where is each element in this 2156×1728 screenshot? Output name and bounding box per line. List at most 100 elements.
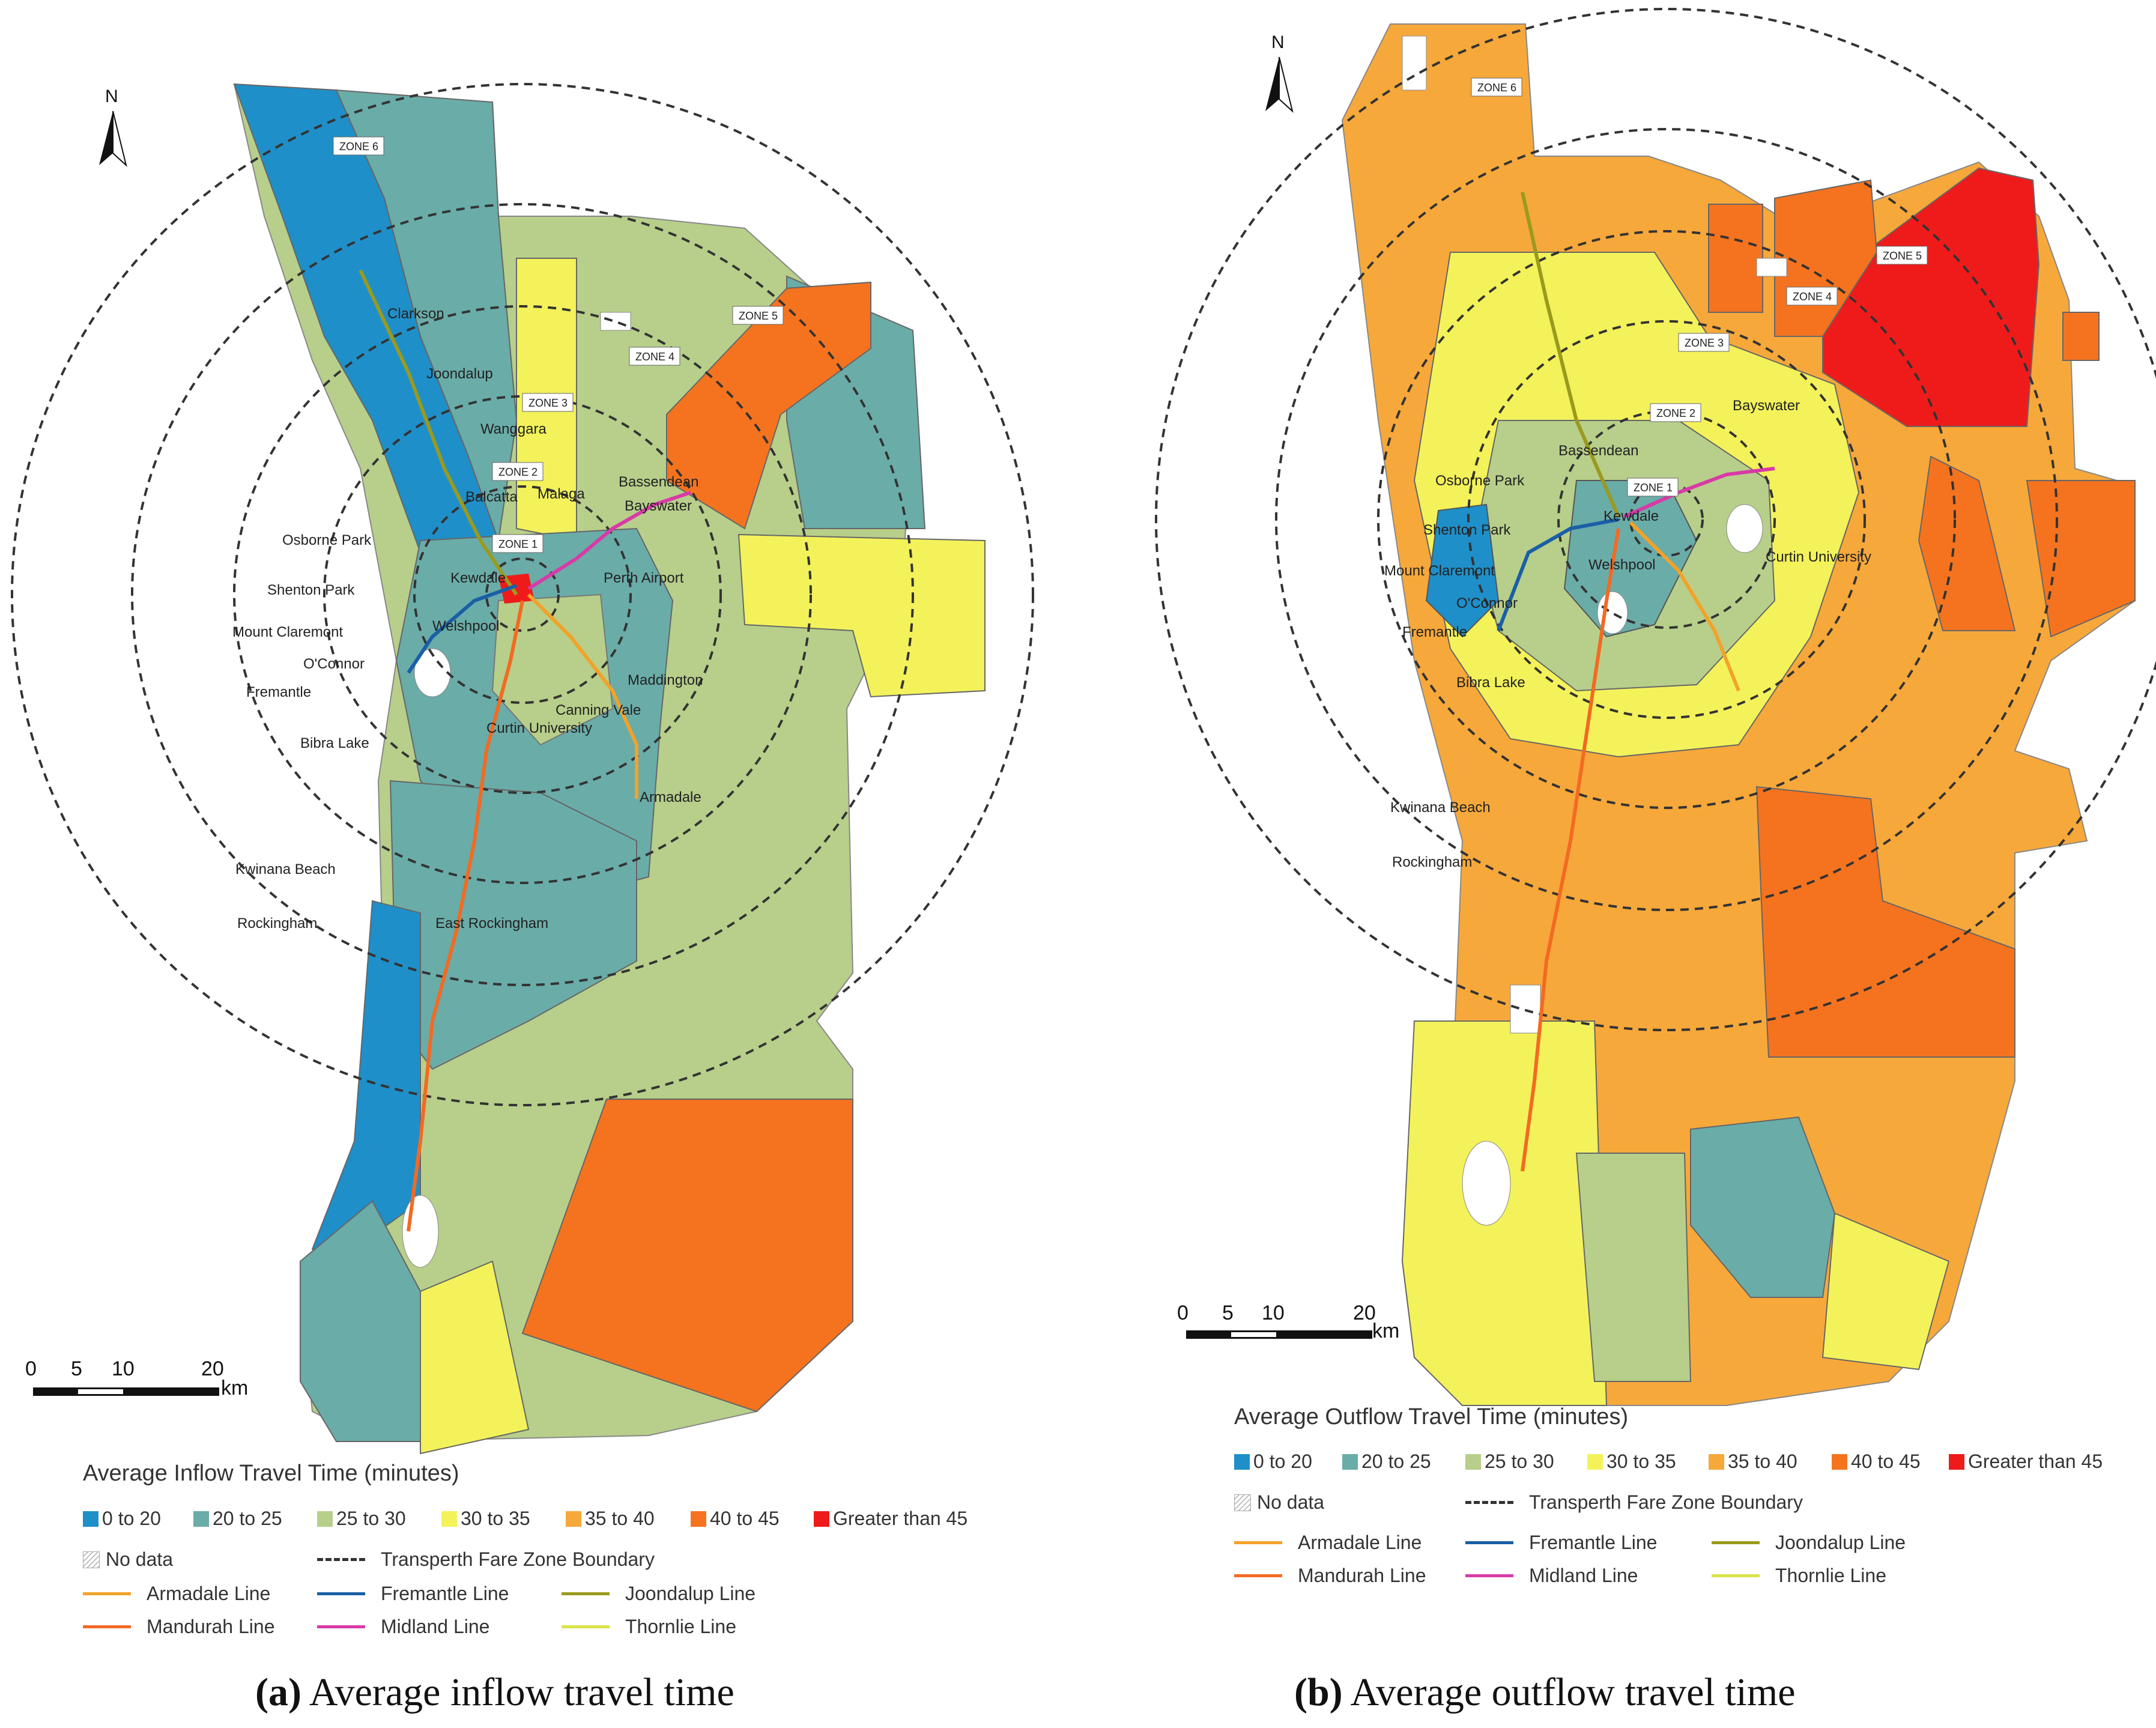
zone-5-label: ZONE 5 — [1883, 250, 1922, 262]
joondalup-line — [359, 269, 518, 596]
hatch-icon — [1234, 1494, 1251, 1511]
region-nodata-4 — [1756, 258, 1787, 277]
legend-zone-boundary: Transperth Fare Zone Boundary — [1465, 1491, 1803, 1514]
swatch-icon — [814, 1511, 829, 1527]
line-icon — [1712, 1574, 1760, 1577]
label-bassendean: Bassendean — [619, 474, 698, 490]
region-orange-ne-far — [2062, 312, 2100, 361]
legend-label: 20 to 25 — [213, 1508, 282, 1529]
swatch-icon — [193, 1511, 209, 1527]
line-icon — [1465, 1574, 1513, 1577]
north-arrow: N — [1265, 32, 1294, 113]
label-curtin: Curtin University — [486, 720, 592, 736]
label-rockingham: Rockingham — [1392, 854, 1472, 870]
midland-line — [527, 491, 691, 590]
label-clarkson: Clarkson — [387, 306, 444, 322]
label-perth-airport: Perth Airport — [604, 570, 684, 586]
scale-bar: 0 5 10 20 km — [25, 1357, 248, 1399]
panel-outflow: ZONE 1 ZONE 2 ZONE 3 ZONE 4 ZONE 5 ZONE … — [1078, 0, 2156, 1728]
swatch-icon — [1709, 1454, 1724, 1470]
region-nodata-5 — [1402, 35, 1427, 91]
fare-zone-boundaries — [11, 83, 1034, 1106]
legend-class-3: 30 to 35 — [1587, 1451, 1676, 1473]
label-bassendean: Bassendean — [1558, 443, 1638, 459]
zone-1-label: ZONE 1 — [498, 538, 537, 550]
legend-title: Average Outflow Travel Time (minutes) — [1234, 1404, 1629, 1429]
zone-ring-6 — [1155, 8, 2156, 1031]
caption-text: Average inflow travel time — [301, 1670, 734, 1714]
legend-class-6: Greater than 45 — [1949, 1451, 2103, 1473]
zone-2-label: ZONE 2 — [498, 466, 537, 478]
legend-label: 30 to 35 — [1606, 1451, 1676, 1472]
legend-class-6: Greater than 45 — [814, 1508, 967, 1530]
region-orange-se — [521, 1099, 853, 1413]
caption-b: (b) Average outflow travel time — [1294, 1670, 1796, 1715]
legend-label: Mandurah Line — [1298, 1565, 1426, 1586]
region-nodata-2 — [414, 648, 451, 697]
hatch-icon — [83, 1551, 100, 1568]
legend-class-1: 20 to 25 — [1342, 1451, 1431, 1473]
legend-class-0: 0 to 20 — [83, 1508, 161, 1530]
legend-label: Greater than 45 — [1968, 1451, 2103, 1472]
line-icon — [1712, 1541, 1760, 1544]
line-icon — [317, 1625, 365, 1628]
scale-tick-20: 20 — [1353, 1302, 1376, 1324]
legend-zone-boundary: Transperth Fare Zone Boundary — [317, 1548, 655, 1571]
zone-1-label: ZONE 1 — [1634, 482, 1673, 494]
label-welshpool: Welshpool — [1588, 557, 1656, 573]
legend-label: No data — [106, 1548, 174, 1570]
place-labels: Clarkson Joondalup Wanggara Balcatta Mal… — [232, 306, 703, 932]
line-icon — [83, 1625, 131, 1628]
legend-label: 40 to 45 — [710, 1508, 780, 1529]
label-oconnor: O'Connor — [1456, 595, 1518, 611]
legend-label: 0 to 20 — [1253, 1451, 1312, 1472]
legend-line-thornlie: Thornlie Line — [562, 1616, 736, 1638]
scale-bar: 0 5 10 20 km — [1177, 1302, 1399, 1342]
region-nodata-3 — [1726, 504, 1763, 553]
label-osborne-park: Osborne Park — [1435, 473, 1525, 489]
zone-2-label: ZONE 2 — [1656, 407, 1695, 419]
label-kwinana-beach: Kwinana Beach — [1390, 799, 1491, 816]
region-yellow-south — [420, 1260, 530, 1455]
label-bayswater: Bayswater — [1733, 398, 1800, 414]
legend-line-armadale: Armadale Line — [83, 1583, 270, 1605]
label-osborne-park: Osborne Park — [282, 532, 372, 548]
region-blue-cbd — [1425, 503, 1500, 638]
swatch-icon — [1342, 1454, 1358, 1470]
line-icon — [1465, 1541, 1513, 1544]
swatch-icon — [441, 1511, 457, 1527]
legend-label: Midland Line — [1529, 1565, 1638, 1586]
legend-label: Thornlie Line — [625, 1616, 736, 1637]
label-canning-vale: Canning Vale — [556, 702, 641, 718]
legend-line-joondalup: Joondalup Line — [562, 1583, 756, 1605]
zone-ring-3 — [323, 395, 722, 794]
scale-tick-10: 10 — [1262, 1302, 1285, 1324]
caption-label: (b) — [1294, 1670, 1343, 1714]
mandurah-line — [1521, 528, 1620, 1172]
legend-line-armadale: Armadale Line — [1234, 1532, 1422, 1554]
scale-tick-0: 0 — [1177, 1302, 1189, 1324]
label-bibra-lake: Bibra Lake — [300, 735, 369, 751]
label-joondalup: Joondalup — [426, 366, 493, 382]
region-red-ne — [1822, 167, 2040, 427]
zone-6-label: ZONE 6 — [1477, 82, 1516, 94]
legend-label: Fremantle Line — [381, 1583, 509, 1604]
north-arrow: N — [99, 86, 127, 167]
legend-label: 25 to 30 — [1485, 1451, 1554, 1472]
north-label: N — [1271, 32, 1285, 52]
legend-line-fremantle: Fremantle Line — [317, 1583, 509, 1605]
region-yellow-south — [1401, 1020, 1608, 1406]
zone-ring-6 — [11, 83, 1034, 1106]
label-welshpool: Welshpool — [432, 618, 500, 634]
legend-label: Transperth Fare Zone Boundary — [1529, 1491, 1803, 1513]
region-central-green — [491, 593, 614, 746]
label-kwinana-beach: Kwinana Beach — [235, 861, 336, 878]
legend-label: Fremantle Line — [1529, 1532, 1658, 1553]
legend-class-3: 30 to 35 — [441, 1508, 530, 1530]
region-nodata-1 — [1462, 1141, 1511, 1226]
label-malaga: Malaga — [537, 486, 585, 502]
swatch-icon — [1832, 1454, 1847, 1470]
legend-class-0: 0 to 20 — [1234, 1451, 1312, 1473]
scale-tick-5: 5 — [1222, 1302, 1234, 1324]
line-icon — [317, 1592, 365, 1595]
